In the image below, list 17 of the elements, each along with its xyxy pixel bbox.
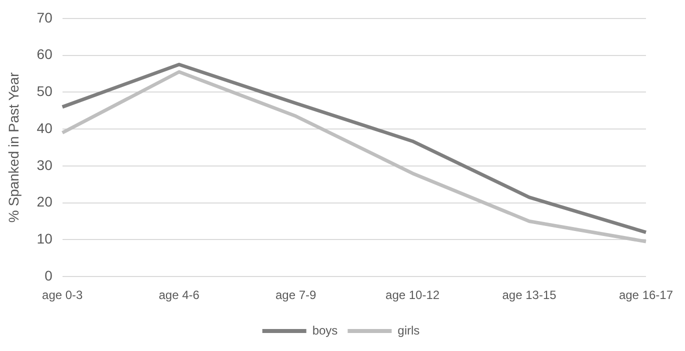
x-tick-label: age 4-6 [158,288,200,302]
x-tick-label: age 16-17 [618,288,674,302]
y-tick-label: 20 [36,194,53,210]
y-tick-label: 0 [44,267,53,284]
y-tick-label: 60 [36,46,53,62]
x-tick-label: age 7-9 [275,288,316,302]
x-tick-label: age 13-15 [502,288,557,302]
y-tick-label: 10 [36,230,53,247]
y-tick-label: 50 [36,83,53,100]
y-tick-label: 30 [36,156,53,173]
legend-label: boys [312,323,338,338]
y-axis-title: % Spanked in Past Year [5,72,22,223]
x-tick-label: age 10-12 [386,288,440,302]
legend-label: girls [398,323,420,338]
y-tick-label: 40 [36,120,53,136]
y-tick-label: 70 [36,9,53,26]
x-tick-label: age 0-3 [42,288,84,302]
